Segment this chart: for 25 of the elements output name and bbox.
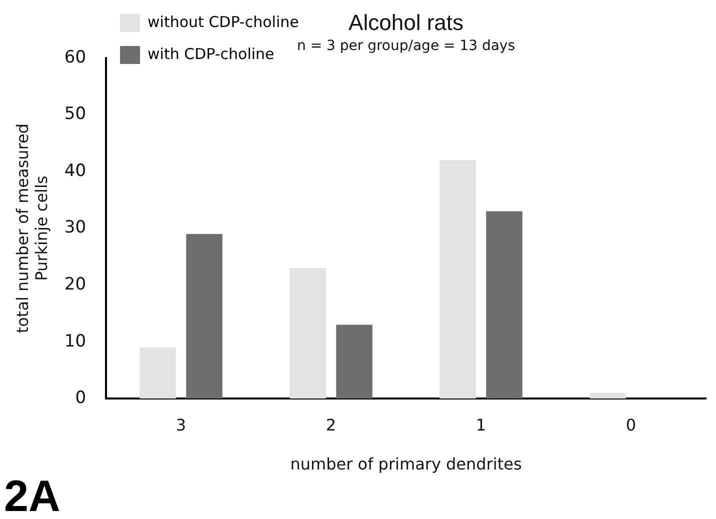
y-tick-label: 30 xyxy=(64,218,86,238)
chart-subtitle: n = 3 per group/age = 13 days xyxy=(297,38,515,54)
y-tick-label: 0 xyxy=(75,388,86,408)
y-tick-label: 20 xyxy=(64,274,86,294)
x-axis-title: number of primary dendrites xyxy=(290,454,522,474)
bar xyxy=(290,268,326,399)
bar xyxy=(590,392,626,399)
bar xyxy=(186,234,222,399)
text: 2A xyxy=(4,472,60,519)
bar xyxy=(140,348,176,399)
x-tick-label: 3 xyxy=(176,415,186,434)
bar xyxy=(336,324,372,399)
y-axis-title: total number of measured Purkinje cells xyxy=(12,123,51,334)
x-tick-label: 1 xyxy=(476,415,486,434)
y-tick-label: 10 xyxy=(64,331,86,352)
y-tick-label: 40 xyxy=(64,160,86,181)
legend-label: with CDP-choline xyxy=(148,44,274,63)
x-tick-label: 0 xyxy=(626,415,636,434)
x-tick-label: 2 xyxy=(326,415,336,434)
chart-title: Alcohol rats xyxy=(348,10,464,35)
y-tick-label: 50 xyxy=(64,104,86,124)
legend-label: without CDP-choline xyxy=(148,12,299,31)
y-tick-label: 60 xyxy=(64,47,86,68)
bar xyxy=(486,211,522,399)
bar xyxy=(440,160,476,399)
